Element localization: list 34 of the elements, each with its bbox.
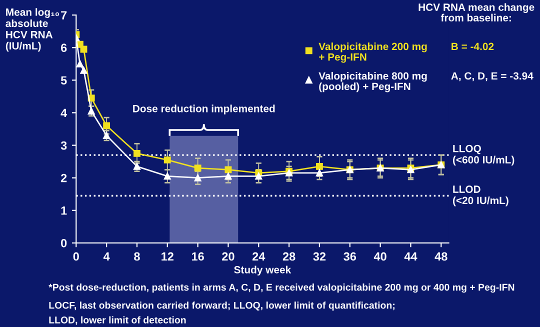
x-tick-label: 32 (313, 252, 326, 261)
ref-line-label: LLOD (<20 IU/mL) (452, 186, 508, 206)
band-label: Dose reduction implemented (133, 104, 275, 114)
x-axis-title: Study week (234, 266, 292, 276)
x-tick-label: 40 (374, 252, 386, 261)
text: A, C, D, E = -3.94 (451, 72, 534, 82)
x-tick-label: 28 (282, 252, 296, 261)
x-tick-label: 44 (404, 252, 418, 261)
legend-label: Valopicitabine 200 mg + Peg-IFN (318, 42, 427, 63)
y-tick-label: 3 (60, 141, 67, 150)
x-tick-label: 0 (73, 252, 79, 261)
ref-line-label: LLOQ (<600 IU/mL) (452, 144, 514, 166)
y-tick-label: 0 (61, 238, 67, 248)
y-tick-label: 7 (61, 11, 67, 20)
x-tick-label: 24 (252, 252, 266, 261)
y-axis-title: Mean log₁₀ absolute HCV RNA (IU/mL) (6, 8, 59, 52)
x-tick-label: 36 (344, 252, 356, 261)
y-tick-label: 1 (61, 206, 67, 215)
text: LLOD, lower limit of detection (49, 316, 186, 325)
y-tick-label: 2 (60, 174, 67, 182)
x-tick-label: 48 (434, 252, 448, 261)
x-tick-label: 8 (134, 252, 140, 261)
y-tick-label: 4 (60, 108, 68, 117)
text: *Post dose-reduction, patients in arms A, C, D, E received valopicitabine 200 mg or 400 mg + Peg-IFN (48, 284, 514, 293)
legend-label: Valopicitabine 800 mg (pooled) + Peg-IFN (318, 72, 427, 92)
x-tick-label: 16 (192, 252, 204, 261)
text: B = -4.02 (452, 42, 494, 50)
y-tick-label: 6 (60, 44, 67, 52)
x-tick-label: 4 (103, 252, 110, 261)
y-tick-label: 5 (60, 76, 67, 85)
text: LOCF, last observation carried forward; LLOQ, lower limit of quantification; (49, 302, 394, 311)
legend-title: HCV RNA mean change from baseline: (418, 3, 534, 22)
x-tick-label: 20 (222, 252, 234, 261)
x-tick-label: 12 (162, 252, 174, 261)
